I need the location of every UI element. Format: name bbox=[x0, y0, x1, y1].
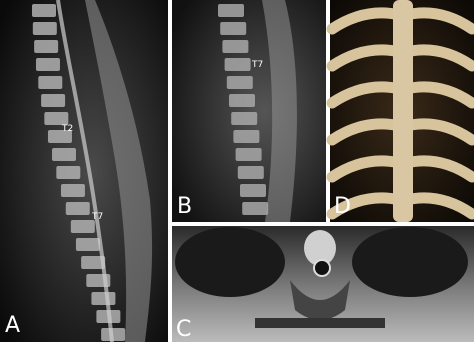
panel-b bbox=[172, 0, 326, 222]
vertebra bbox=[81, 256, 106, 269]
vertebra bbox=[224, 58, 251, 71]
panel-label: D bbox=[334, 194, 351, 219]
vertebra bbox=[235, 148, 262, 161]
vertebra bbox=[35, 58, 60, 71]
paraspinal-mass bbox=[290, 280, 350, 320]
vertebra bbox=[237, 166, 264, 179]
vertebra bbox=[32, 22, 57, 35]
vertebra bbox=[218, 4, 244, 17]
panel-label: B bbox=[177, 194, 192, 219]
spinal-cord bbox=[56, 0, 114, 342]
panel-label: A bbox=[5, 313, 20, 338]
vertebra bbox=[75, 238, 100, 251]
level-label: T7 bbox=[251, 60, 263, 70]
vertebra bbox=[222, 40, 249, 53]
vertebrae-a bbox=[32, 0, 126, 342]
panel-c bbox=[172, 226, 474, 342]
vertebral-body bbox=[304, 230, 336, 266]
vertebra bbox=[47, 130, 72, 143]
level-label: T2 bbox=[61, 124, 73, 134]
vertebra bbox=[70, 220, 95, 233]
level-label: T7 bbox=[91, 212, 103, 222]
vertebra bbox=[91, 292, 116, 305]
vertebra bbox=[51, 148, 76, 161]
muscle bbox=[255, 318, 385, 328]
panel-a bbox=[0, 0, 168, 342]
posterior-tissue bbox=[85, 0, 153, 342]
vertebra bbox=[233, 130, 260, 143]
vertebra bbox=[44, 112, 69, 125]
vertebra bbox=[41, 94, 66, 107]
posterior-tissue bbox=[262, 0, 297, 222]
panel-d bbox=[326, 0, 474, 222]
vertebra bbox=[38, 76, 63, 89]
vertebra bbox=[60, 184, 85, 197]
vertebra bbox=[229, 94, 255, 107]
panel-label: C bbox=[176, 317, 191, 342]
vertebra bbox=[226, 76, 253, 89]
spine-render bbox=[393, 0, 413, 222]
vertebra bbox=[65, 202, 90, 215]
vertebra bbox=[34, 40, 59, 53]
vertebra bbox=[242, 202, 269, 215]
vertebra bbox=[56, 166, 81, 179]
lung-left bbox=[175, 227, 285, 297]
vertebra bbox=[240, 184, 266, 197]
vertebra bbox=[220, 22, 247, 35]
vertebra bbox=[231, 112, 258, 125]
spinal-canal bbox=[313, 259, 331, 277]
vertebrae-b bbox=[218, 4, 269, 215]
lung-right bbox=[352, 227, 468, 297]
vertebra bbox=[32, 4, 56, 17]
